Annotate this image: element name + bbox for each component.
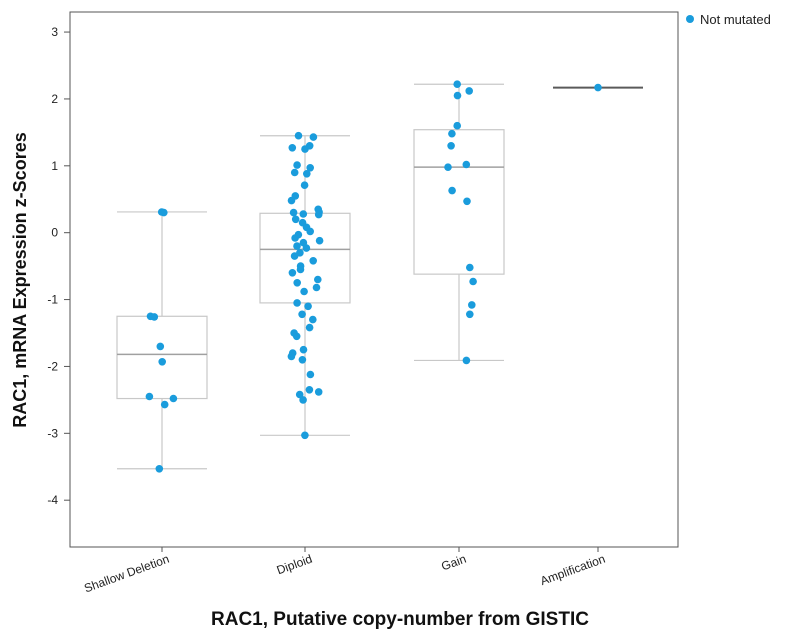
data-point (169, 394, 178, 403)
y-tick-label: -3 (47, 426, 58, 440)
data-point (314, 210, 323, 219)
data-point (300, 287, 308, 296)
data-point (306, 370, 315, 379)
data-point (293, 242, 301, 250)
data-point (298, 356, 307, 364)
data-point (156, 342, 165, 351)
point-layer (145, 80, 602, 473)
data-point (303, 170, 311, 178)
data-point (453, 91, 462, 100)
data-point (291, 234, 299, 242)
data-point (466, 263, 474, 272)
data-point (293, 299, 301, 307)
data-point (448, 129, 456, 138)
x-tick-label: Shallow Deletion (82, 552, 171, 596)
data-point (155, 465, 164, 473)
data-point (448, 186, 456, 195)
legend-label: Not mutated (700, 12, 771, 27)
data-point (314, 388, 323, 396)
y-tick-label: 0 (51, 226, 58, 240)
data-point (299, 396, 307, 404)
data-point (453, 80, 462, 88)
data-point (289, 208, 298, 217)
data-point (453, 121, 462, 130)
data-point (287, 196, 296, 205)
x-tick-label: Gain (439, 552, 468, 574)
data-point (306, 227, 315, 236)
data-point (296, 265, 305, 274)
legend: Not mutated (686, 12, 771, 27)
data-point (444, 163, 452, 171)
data-point (315, 236, 324, 245)
data-point (290, 168, 299, 177)
plot-frame (69, 11, 679, 548)
data-point (594, 83, 602, 92)
data-point (299, 345, 308, 354)
y-axis: -4 -3 -2 -1 0 1 2 3 (47, 25, 70, 507)
data-point (447, 142, 455, 150)
data-point (293, 279, 302, 287)
data-point (295, 390, 304, 399)
data-point (145, 392, 154, 401)
y-tick-label: -2 (47, 359, 58, 373)
x-axis-labels: Shallow Deletion Diploid Gain Amplification (82, 547, 607, 595)
data-point (150, 313, 159, 321)
y-tick-label: -1 (47, 293, 58, 307)
data-point (305, 386, 314, 394)
box-iqr (413, 129, 505, 275)
legend-marker (686, 15, 694, 23)
data-point (463, 197, 471, 206)
data-point (309, 257, 318, 265)
data-point (309, 315, 317, 324)
x-axis-title: RAC1, Putative copy-number from GISTIC (211, 609, 589, 630)
data-point (299, 210, 308, 218)
data-point (462, 356, 471, 365)
box-layer (116, 83, 643, 470)
data-point (160, 208, 168, 217)
y-tick-label: -4 (47, 493, 58, 507)
data-point (309, 133, 318, 141)
data-point (301, 431, 309, 440)
data-point (312, 283, 321, 292)
x-tick-label: Diploid (275, 552, 314, 578)
x-tick-label: Amplification (538, 552, 607, 588)
data-point (160, 400, 169, 409)
data-point (306, 164, 315, 172)
data-point (314, 275, 322, 284)
y-tick-label: 3 (51, 25, 58, 39)
data-point (288, 144, 297, 152)
data-point (302, 244, 311, 252)
data-point (301, 145, 309, 153)
data-point (158, 358, 166, 366)
data-point (305, 323, 314, 332)
data-point (465, 87, 474, 95)
box-iqr (116, 315, 208, 400)
data-point (293, 161, 301, 169)
data-point (291, 215, 300, 224)
data-point (290, 252, 299, 260)
data-point (294, 131, 303, 140)
data-point (298, 310, 306, 319)
y-axis-title: RAC1, mRNA Expression z-Scores (10, 132, 30, 427)
data-point (466, 310, 474, 319)
data-point (468, 301, 476, 309)
data-point (287, 352, 296, 361)
data-point (462, 160, 471, 169)
data-point (288, 269, 297, 277)
data-point (469, 277, 477, 286)
data-point (300, 181, 309, 189)
y-tick-label: 1 (51, 159, 58, 173)
data-point (292, 332, 301, 341)
y-tick-label: 2 (51, 92, 58, 106)
data-point (304, 302, 312, 311)
